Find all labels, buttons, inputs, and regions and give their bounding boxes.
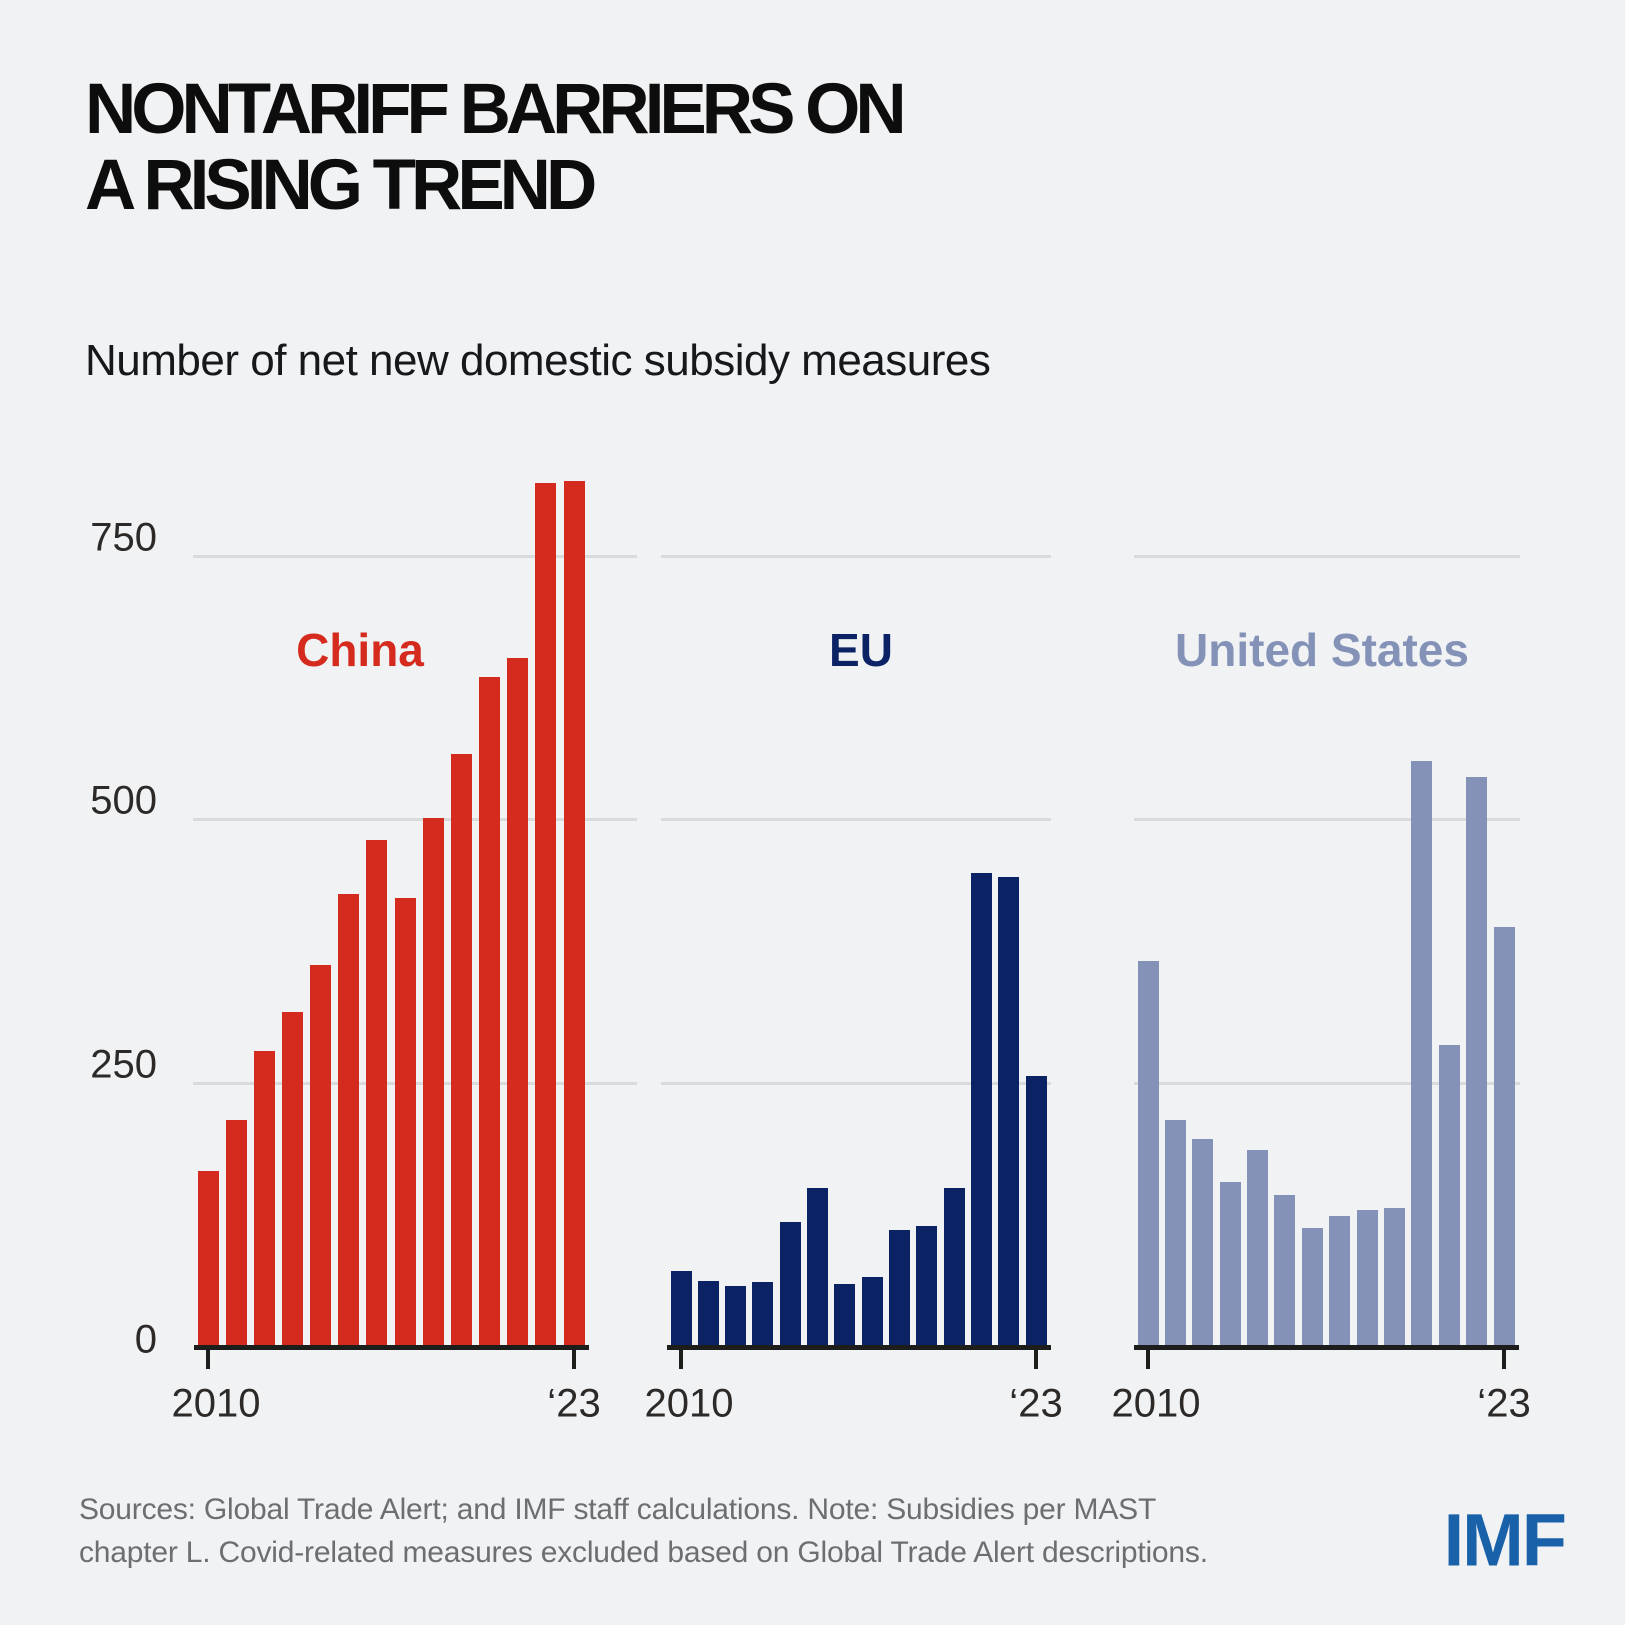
gridline-eu-250 — [661, 1081, 1051, 1085]
bar-eu-2013 — [752, 1281, 774, 1345]
bar-united-states-2011 — [1164, 1119, 1186, 1345]
gridline-united-states-250 — [1134, 1081, 1520, 1085]
bar-china-2019 — [450, 754, 472, 1345]
bar-china-2015 — [338, 894, 360, 1345]
x-axis-label-united-states-start: 2010 — [1111, 1381, 1201, 1426]
bar-united-states-2020 — [1411, 761, 1433, 1345]
x-tick-united-states-last — [1502, 1345, 1506, 1369]
bar-eu-2015 — [807, 1188, 829, 1345]
x-axis-label-china-end: ‘23 — [547, 1381, 601, 1426]
bar-china-2010 — [197, 1171, 219, 1345]
bar-china-2012 — [253, 1051, 275, 1345]
bar-china-2017 — [394, 898, 416, 1345]
bar-eu-2016 — [834, 1283, 856, 1345]
imf-logo: IMF — [1443, 1498, 1567, 1582]
y-axis-label-0: 0 — [134, 1317, 157, 1362]
panel-title-china: China — [296, 624, 424, 676]
bar-united-states-2023 — [1493, 926, 1515, 1345]
source-note: Sources: Global Trade Alert; and IMF sta… — [79, 1493, 1208, 1569]
bar-united-states-2012 — [1192, 1138, 1214, 1345]
bar-united-states-2014 — [1247, 1150, 1269, 1345]
bar-eu-2020 — [943, 1188, 965, 1345]
bar-china-2016 — [366, 840, 388, 1345]
bar-united-states-2015 — [1274, 1195, 1296, 1345]
gridline-eu-750 — [661, 555, 1051, 558]
x-axis-united-states — [1134, 1345, 1519, 1350]
bar-united-states-2021 — [1438, 1044, 1460, 1345]
bar-united-states-2010 — [1137, 960, 1159, 1345]
bar-china-2018 — [422, 818, 444, 1345]
bar-eu-2019 — [916, 1225, 938, 1345]
gridline-china-500 — [193, 818, 637, 822]
panel-title-eu: EU — [829, 624, 893, 676]
x-tick-china-last — [572, 1345, 576, 1369]
bar-united-states-2017 — [1329, 1216, 1351, 1345]
bar-china-2021 — [507, 658, 529, 1345]
x-tick-united-states-first — [1146, 1345, 1150, 1369]
x-tick-china-first — [206, 1345, 210, 1369]
bar-eu-2022 — [998, 877, 1020, 1345]
bar-eu-2014 — [779, 1221, 801, 1345]
x-axis-eu — [667, 1345, 1051, 1350]
panel-title-united-states: United States — [1175, 624, 1469, 676]
bar-eu-2017 — [861, 1276, 883, 1345]
bar-china-2023 — [563, 481, 585, 1345]
y-axis-label-250: 250 — [90, 1042, 157, 1087]
x-axis-label-eu-end: ‘23 — [1009, 1381, 1063, 1426]
bar-china-2022 — [535, 483, 557, 1345]
bar-china-2014 — [310, 964, 332, 1345]
gridline-united-states-750 — [1134, 555, 1520, 558]
y-axis-label-750: 750 — [90, 515, 157, 560]
x-tick-eu-last — [1034, 1345, 1038, 1369]
gridline-eu-500 — [661, 818, 1051, 822]
page-subtitle: Number of net new domestic subsidy measu… — [85, 336, 991, 385]
bar-eu-2012 — [725, 1286, 747, 1345]
bar-eu-2010 — [670, 1271, 692, 1345]
bar-china-2013 — [281, 1012, 303, 1345]
bar-united-states-2016 — [1301, 1228, 1323, 1345]
x-tick-eu-first — [679, 1345, 683, 1369]
y-axis-label-500: 500 — [90, 778, 157, 823]
bar-eu-2011 — [697, 1280, 719, 1345]
bar-eu-2023 — [1025, 1076, 1047, 1345]
page-title: NONTARIFF BARRIERS ON A RISING TREND — [85, 70, 907, 225]
bar-united-states-2022 — [1466, 777, 1488, 1345]
gridline-china-750 — [193, 555, 637, 558]
x-axis-label-eu-start: 2010 — [644, 1381, 734, 1426]
bar-united-states-2018 — [1356, 1210, 1378, 1345]
x-axis-china — [194, 1345, 589, 1350]
gridline-united-states-500 — [1134, 818, 1520, 822]
bar-united-states-2019 — [1383, 1208, 1405, 1345]
bar-eu-2018 — [888, 1230, 910, 1345]
x-axis-label-china-start: 2010 — [171, 1381, 261, 1426]
x-axis-label-united-states-end: ‘23 — [1477, 1381, 1531, 1426]
bar-eu-2021 — [970, 873, 992, 1345]
bar-united-states-2013 — [1219, 1181, 1241, 1345]
bar-china-2011 — [225, 1119, 247, 1345]
bar-china-2020 — [479, 677, 501, 1345]
